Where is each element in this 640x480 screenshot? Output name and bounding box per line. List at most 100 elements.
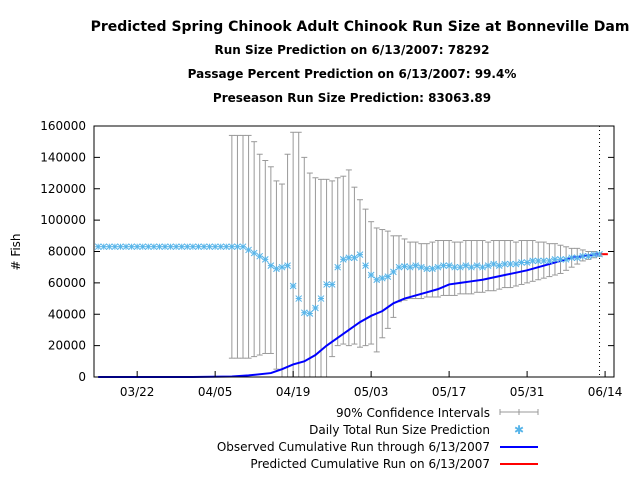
chart-title: Predicted Spring Chinook Adult Chinook R… (91, 19, 630, 35)
daily-prediction-point (105, 243, 113, 251)
ci-bar (334, 177, 341, 347)
asterisk-stroke (273, 265, 280, 273)
asterisk-stroke (195, 243, 202, 251)
daily-prediction-point (195, 243, 202, 251)
daily-prediction-point (217, 243, 225, 251)
daily-prediction-point (323, 281, 330, 288)
ci-bar (251, 141, 258, 358)
daily-prediction-point (456, 263, 464, 271)
asterisk-stroke (534, 257, 542, 265)
asterisk-stroke (468, 263, 475, 271)
daily-prediction-point (206, 243, 213, 251)
asterisk-stroke (222, 243, 230, 251)
asterisk-stroke (105, 243, 113, 251)
asterisk-stroke (462, 262, 470, 269)
legend-label-predicted: Predicted Cumulative Run on 6/13/2007 (250, 457, 490, 471)
daily-prediction-point (429, 265, 436, 273)
x-tick-label: 04/19 (276, 385, 311, 399)
asterisk-stroke (484, 262, 492, 269)
asterisk-stroke (139, 243, 147, 251)
ci-bar (356, 199, 363, 348)
daily-prediction-point (228, 243, 236, 251)
asterisk-stroke (206, 243, 213, 251)
ci-bar (407, 241, 414, 300)
daily-prediction-point (568, 254, 576, 262)
asterisk-stroke (289, 282, 297, 290)
ci-bar (418, 243, 425, 300)
daily-prediction-point (490, 260, 498, 268)
ci-bar (351, 186, 358, 345)
asterisk-stroke (495, 262, 503, 269)
daily-prediction-point (406, 263, 414, 271)
asterisk-stroke (217, 243, 225, 251)
asterisk-stroke (300, 309, 308, 317)
asterisk-stroke (167, 243, 174, 251)
run-size-subtitle: Run Size Prediction on 6/13/2007: 78292 (215, 43, 490, 57)
daily-prediction-point (546, 257, 553, 265)
daily-prediction-point (378, 274, 386, 282)
daily-prediction-point (523, 259, 531, 266)
legend-label-observed: Observed Cumulative Run through 6/13/200… (217, 440, 490, 454)
ci-bar (279, 183, 286, 378)
asterisk-stroke (507, 260, 514, 268)
daily-prediction-point (596, 250, 603, 258)
y-tick-label: 0 (78, 370, 86, 384)
asterisk-stroke (211, 243, 219, 251)
asterisk-stroke (133, 243, 141, 251)
daily-prediction-point (267, 262, 275, 269)
asterisk-stroke (412, 262, 420, 269)
ci-bar (267, 166, 274, 354)
daily-prediction-point (239, 243, 247, 251)
ci-bar (368, 221, 375, 345)
x-tick-label: 05/03 (354, 385, 389, 399)
daily-prediction-point (585, 252, 592, 260)
daily-prediction-point (401, 263, 408, 270)
asterisk-stroke (445, 262, 453, 269)
asterisk-stroke (479, 263, 486, 271)
daily-prediction-point (94, 243, 102, 251)
asterisk-stroke (111, 243, 119, 251)
asterisk-stroke (317, 295, 325, 302)
asterisk-stroke (245, 246, 252, 254)
asterisk-stroke (284, 262, 291, 269)
ci-bar (306, 172, 313, 378)
y-tick-label: 100000 (40, 213, 86, 227)
daily-prediction-point (200, 243, 208, 251)
daily-prediction-point (573, 254, 581, 262)
ci-bar (273, 180, 280, 370)
asterisk-stroke (390, 268, 397, 276)
daily-prediction-point (278, 263, 286, 271)
daily-prediction-point (234, 243, 241, 251)
asterisk-stroke (562, 255, 570, 263)
daily-prediction-point (468, 263, 475, 271)
daily-prediction-point (317, 295, 325, 302)
y-axis-label: # Fish (9, 233, 23, 270)
daily-prediction-point (178, 243, 186, 251)
daily-prediction-point (161, 243, 169, 251)
asterisk-stroke (278, 263, 286, 271)
asterisk-stroke (183, 243, 191, 251)
daily-prediction-point (507, 260, 514, 268)
x-tick-label: 04/05 (198, 385, 233, 399)
asterisk-stroke (295, 295, 303, 302)
asterisk-stroke (117, 243, 124, 251)
asterisk-stroke (596, 250, 603, 258)
y-tick-label: 160000 (40, 119, 86, 133)
daily-prediction-point (395, 263, 403, 271)
asterisk-stroke (94, 243, 102, 251)
asterisk-stroke (557, 255, 564, 263)
asterisk-stroke (306, 310, 314, 317)
daily-prediction-point (295, 295, 303, 302)
axes: 0 20000 40000 60000 80000 100000 120000 140000 1… (40, 119, 622, 399)
asterisk-stroke (546, 257, 553, 265)
daily-prediction-point (167, 243, 174, 251)
daily-prediction-point (590, 251, 598, 258)
daily-prediction-point (534, 257, 542, 265)
asterisk-stroke (512, 260, 520, 268)
asterisk-stroke (239, 243, 247, 251)
asterisk-stroke (156, 243, 163, 251)
asterisk-stroke (328, 281, 336, 288)
asterisk-stroke (234, 243, 241, 251)
asterisk-stroke (261, 255, 269, 263)
